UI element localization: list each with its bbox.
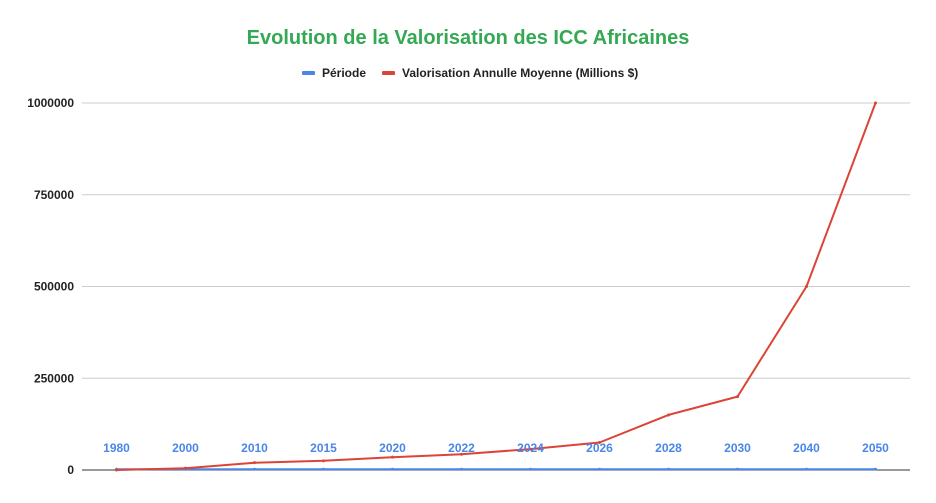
x-tick-label: 2015 (310, 441, 337, 455)
legend-label: Valorisation Annulle Moyenne (Millions $… (402, 66, 638, 80)
data-point (874, 101, 877, 105)
x-tick-label: 2040 (793, 441, 820, 455)
data-point (253, 467, 256, 471)
x-tick-label: 2020 (379, 441, 406, 455)
y-axis: 0 250000 500000 750000 1000000 (27, 96, 74, 477)
data-point (598, 467, 601, 471)
x-tick-label: 2050 (862, 441, 889, 455)
data-point (322, 467, 325, 471)
data-point (805, 467, 808, 471)
y-tick-label: 0 (67, 463, 74, 477)
x-tick-label: 2010 (241, 441, 268, 455)
data-point (184, 466, 187, 470)
data-point (115, 468, 118, 472)
data-point (667, 413, 670, 417)
series-layer (115, 101, 877, 472)
y-tick-label: 1000000 (27, 96, 74, 110)
x-tick-label: 2026 (586, 441, 613, 455)
data-point (391, 467, 394, 471)
x-tick-label: 2024 (517, 441, 544, 455)
x-tick-label: 2030 (724, 441, 751, 455)
data-point (460, 452, 463, 456)
data-point (874, 467, 877, 471)
data-point (253, 461, 256, 465)
legend-swatch (382, 71, 396, 75)
data-point (529, 467, 532, 471)
legend-label: Période (322, 66, 366, 80)
data-point (736, 395, 739, 399)
legend-swatch (302, 71, 315, 75)
x-axis: 1980 2000 2010 2015 2020 2022 2024 2026 2028 2030… (103, 441, 889, 455)
x-tick-label: 2000 (172, 441, 199, 455)
gridlines (82, 102, 910, 471)
data-point (805, 285, 808, 288)
x-tick-label: 1980 (103, 441, 130, 455)
legend-item-1[interactable]: Période (302, 66, 366, 80)
data-point (598, 440, 601, 444)
y-tick-label: 250000 (34, 371, 74, 385)
x-tick-label: 2028 (655, 441, 682, 455)
data-point (529, 447, 532, 451)
legend: Période Valorisation Annulle Moyenne (Mil… (302, 66, 638, 80)
data-point (667, 467, 670, 471)
series-line-2 (116, 102, 877, 471)
data-point (460, 467, 463, 471)
y-tick-label: 500000 (34, 280, 74, 294)
data-point (736, 467, 739, 471)
legend-item-2[interactable]: Valorisation Annulle Moyenne (Millions $… (382, 66, 638, 80)
y-tick-label: 750000 (34, 188, 74, 202)
data-point (391, 455, 394, 459)
chart-title: Evolution de la Valorisation des ICC Afr… (247, 27, 690, 49)
data-point (322, 459, 325, 463)
x-tick-label: 2022 (448, 441, 475, 455)
